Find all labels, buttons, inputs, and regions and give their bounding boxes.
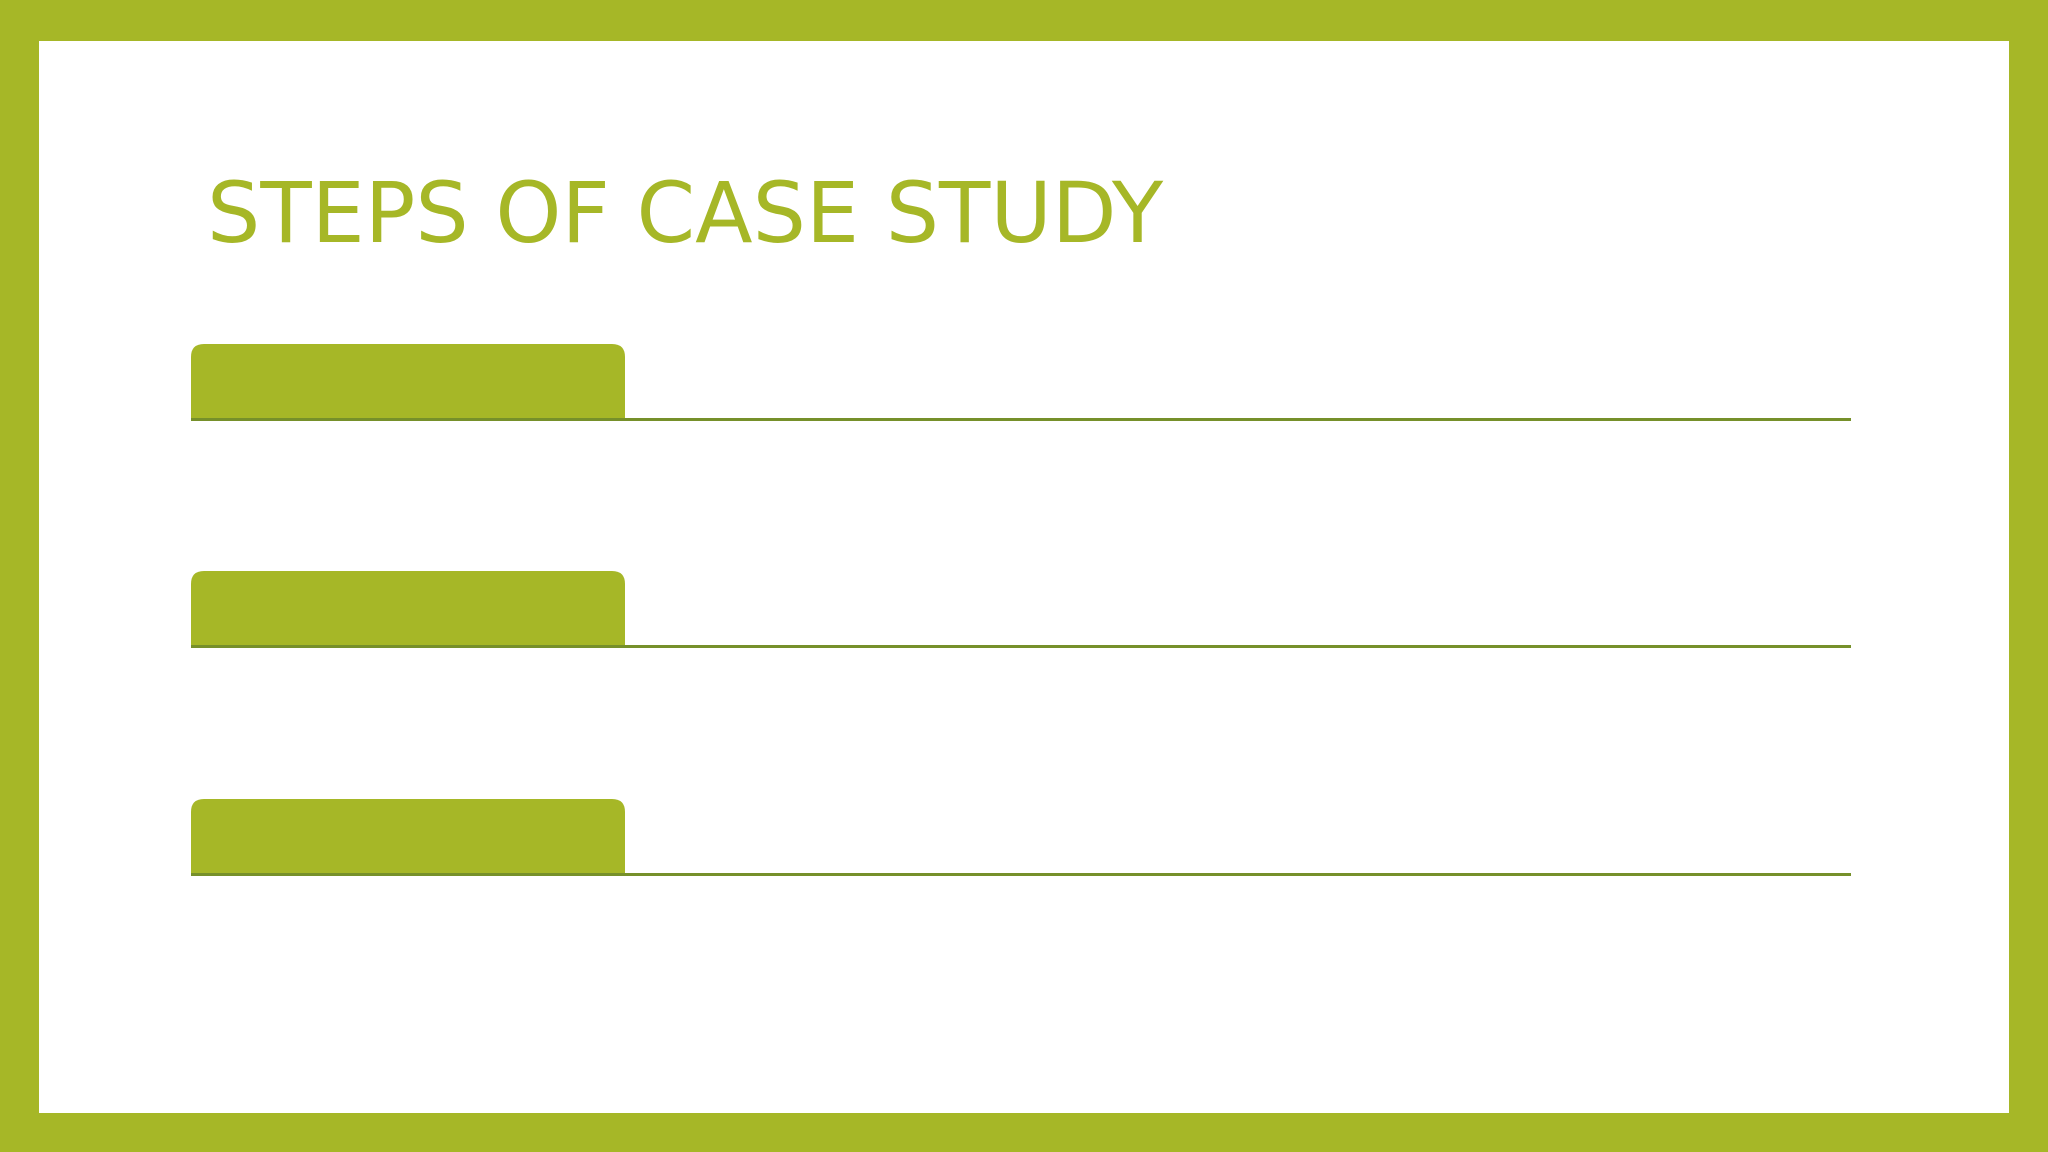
step-1 — [191, 344, 1851, 421]
step-2 — [191, 571, 1851, 648]
step-3 — [191, 799, 1851, 876]
step-tab — [191, 344, 625, 421]
step-tab — [191, 571, 625, 648]
step-tab — [191, 799, 625, 876]
step-line — [191, 873, 1851, 876]
slide-title: STEPS OF CASE STUDY — [207, 164, 1164, 262]
step-line — [191, 418, 1851, 421]
step-line — [191, 645, 1851, 648]
